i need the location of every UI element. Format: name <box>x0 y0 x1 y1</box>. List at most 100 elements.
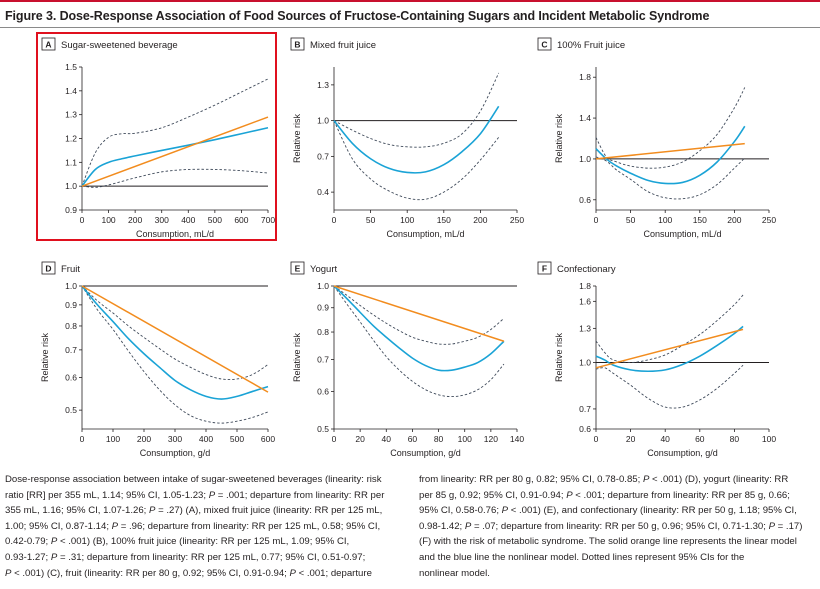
panel-title: Fruit <box>61 264 80 275</box>
linear-model-line <box>595 142 745 160</box>
x-axis-label: Consumption, mL/d <box>136 229 214 239</box>
y-tick-label: 0.9 <box>65 300 77 310</box>
ci-upper-line <box>81 285 269 380</box>
caption-text: 0.93-1.27; <box>5 551 51 563</box>
title-divider <box>0 27 820 28</box>
caption-p-symbol: P <box>149 505 156 517</box>
panel-title: Mixed fruit juice <box>310 40 376 51</box>
x-tick-label: 200 <box>137 434 151 444</box>
ci-upper-line <box>81 78 269 187</box>
x-tick-label: 120 <box>484 434 498 444</box>
y-tick-label: 0.8 <box>65 321 77 331</box>
panel-letter: B <box>294 40 300 50</box>
x-tick-label: 400 <box>181 215 195 225</box>
x-tick-label: 200 <box>128 215 142 225</box>
caption-line: 0.98-1.42; P = .07; departure from linea… <box>419 519 817 535</box>
caption-p-symbol: P <box>642 474 650 485</box>
nonlinear-model-line <box>81 126 269 187</box>
panel-a: A Sugar-sweetened beverage 0.9 1.0 1.1 1.2 1.3… <box>41 37 275 239</box>
x-tick-label: 20 <box>626 434 636 444</box>
caption-text: < .001; departure from linearity: RR per… <box>572 489 790 501</box>
panel-c: C 100% Fruit juice 0.6 1.0 1.4 1.8 0 50 100 150 20… <box>537 37 776 239</box>
x-tick-label: 150 <box>693 215 707 225</box>
x-tick-label: 150 <box>437 215 451 225</box>
caption-text: = .07; departure from linearity: RR per … <box>471 520 769 532</box>
x-tick-label: 60 <box>695 434 705 444</box>
caption-text: ratio [RR] per 355 mL, 1.14; 95% CI, 1.0… <box>5 489 209 501</box>
y-tick-label: 1.8 <box>579 281 591 291</box>
y-tick-label: 0.6 <box>579 424 591 434</box>
y-tick-label: 1.1 <box>65 157 77 167</box>
panel-letter-box <box>41 261 56 275</box>
y-tick-label: 1.0 <box>65 181 77 191</box>
caption-text: < .001) (E), and confectionary (linearit… <box>508 505 797 517</box>
y-axis-label: Relative risk <box>292 113 302 163</box>
x-axis-label: Consumption, mL/d <box>643 229 721 239</box>
nonlinear-model-line <box>333 105 500 174</box>
x-tick-label: 100 <box>458 434 472 444</box>
x-tick-label: 500 <box>230 434 244 444</box>
x-axis-label: Consumption, g/d <box>390 448 461 458</box>
nonlinear-model-line <box>595 125 746 185</box>
caption-line: 1.00; 95% CI, 0.87-1.14; P = .96; depart… <box>5 519 393 535</box>
panel-f: F Confectionary 0.6 0.7 1.0 1.3 1.6 1.8 0 20 40 60 8… <box>537 261 776 458</box>
panel-title: Yogurt <box>310 264 337 275</box>
y-tick-label: 0.7 <box>317 151 329 161</box>
caption-text: = .96; departure from linearity: RR per … <box>118 520 381 532</box>
y-tick-label: 0.6 <box>65 372 77 382</box>
x-tick-label: 60 <box>408 434 418 444</box>
y-tick-label: 1.3 <box>579 323 591 333</box>
y-tick-label: 1.0 <box>317 116 329 126</box>
y-tick-label: 0.4 <box>317 187 329 197</box>
ci-lower-line <box>81 285 269 424</box>
y-tick-label: 1.0 <box>65 281 77 291</box>
x-tick-label: 200 <box>473 215 487 225</box>
y-tick-label: 1.0 <box>579 154 591 164</box>
linear-model-line <box>333 285 505 342</box>
panel-letter: D <box>45 264 51 274</box>
panel-e: E Yogurt 0.5 0.6 0.7 0.8 0.9 1.0 0 20 40 60 80 100 120… <box>290 261 524 458</box>
ci-upper-line <box>333 285 505 345</box>
y-tick-label: 0.9 <box>317 303 329 313</box>
panel-d: D Fruit 0.5 0.6 0.7 0.8 0.9 1.0 0 100 200 300 400 500… <box>40 261 275 458</box>
x-tick-label: 0 <box>594 434 599 444</box>
caption-text: = .001; departure from linearity: RR per <box>215 489 385 501</box>
x-tick-label: 0 <box>80 215 85 225</box>
ci-lower-line <box>333 120 500 201</box>
x-tick-label: 140 <box>510 434 524 444</box>
y-tick-label: 0.6 <box>579 195 591 205</box>
caption-text: = .31; departure from linearity: RR per … <box>57 551 366 563</box>
caption-text: from linearity: RR per 80 g, 0.82; 95% C… <box>419 474 643 485</box>
x-tick-label: 300 <box>155 215 169 225</box>
caption-p-symbol: P <box>768 520 775 532</box>
ci-lower-line <box>595 156 746 200</box>
caption-text: = .27) (A), mixed fruit juice (linearity… <box>155 505 383 517</box>
ci-lower-line <box>333 285 505 398</box>
x-tick-label: 0 <box>332 215 337 225</box>
y-tick-label: 0.7 <box>579 404 591 414</box>
panel-letter-box <box>290 37 305 51</box>
caption-p-symbol: P <box>50 551 58 563</box>
caption-p-symbol: P <box>464 520 472 532</box>
y-tick-label: 0.9 <box>65 205 77 215</box>
x-tick-label: 40 <box>660 434 670 444</box>
y-tick-label: 1.8 <box>579 72 591 82</box>
panel-title: Sugar-sweetened beverage <box>61 40 178 51</box>
y-tick-label: 1.4 <box>65 86 77 96</box>
ci-lower-line <box>81 168 269 188</box>
caption-p-symbol: P <box>501 505 509 517</box>
y-tick-label: 1.3 <box>65 110 77 120</box>
y-axis-label: Relative risk <box>554 332 564 382</box>
x-tick-label: 250 <box>510 215 524 225</box>
panel-letter: A <box>45 40 51 50</box>
x-tick-label: 80 <box>730 434 740 444</box>
figure-title: Figure 3. Dose-Response Association of F… <box>5 9 710 23</box>
x-tick-label: 50 <box>366 215 376 225</box>
x-axis-label: Consumption, g/d <box>647 448 718 458</box>
ci-upper-line <box>595 87 746 169</box>
caption-text: < .001) (D), yogurt (linearity: RR <box>649 474 789 485</box>
caption-text: 0.42-0.79; <box>5 536 51 548</box>
caption-text: (F) with the risk of metabolic syndrome.… <box>419 536 797 548</box>
y-tick-label: 1.2 <box>65 134 77 144</box>
y-tick-label: 1.4 <box>579 113 591 123</box>
